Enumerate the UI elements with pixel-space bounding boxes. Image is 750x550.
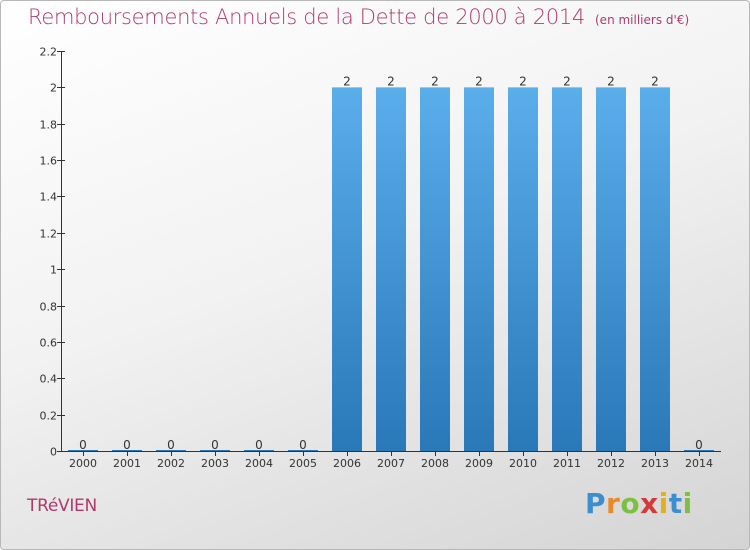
- logo-letter: i: [658, 487, 669, 520]
- data-labels: 0 0 0 0 0 0 2 2 2 2 2 2 2 2 0: [79, 74, 703, 452]
- bar: [684, 450, 714, 451]
- x-tick-label: 2002: [157, 457, 185, 470]
- bar: [244, 450, 274, 451]
- proxiti-logo[interactable]: Proxiti: [585, 487, 693, 520]
- y-axis: 0 0.2 0.4 0.6 0.8 1 1.2 1.4 1.6 1.8 2 2.2: [40, 46, 65, 459]
- data-label: 2: [563, 74, 571, 88]
- chart-title-main: Remboursements Annuels de la Dette de 20…: [28, 5, 585, 29]
- bar: [420, 87, 450, 451]
- y-tick-label: 1.4: [40, 191, 58, 204]
- data-label: 2: [651, 74, 659, 88]
- bar: [464, 87, 494, 451]
- y-tick-label: 2.2: [40, 46, 58, 59]
- y-tick-label: 1.6: [40, 155, 58, 168]
- data-label: 0: [123, 438, 131, 452]
- x-tick-label: 2006: [333, 457, 361, 470]
- y-tick-label: 2: [50, 82, 57, 95]
- data-label: 0: [695, 438, 703, 452]
- logo-letter: r: [606, 487, 621, 520]
- x-tick-label: 2000: [69, 457, 97, 470]
- bar: [156, 450, 186, 451]
- logo-letter: t: [668, 487, 683, 520]
- data-label: 2: [519, 74, 527, 88]
- x-tick-label: 2009: [465, 457, 493, 470]
- data-label: 2: [343, 74, 351, 88]
- chart-title: Remboursements Annuels de la Dette de 20…: [28, 5, 689, 29]
- data-label: 0: [79, 438, 87, 452]
- y-tick-label: 0.4: [40, 373, 58, 386]
- data-label: 0: [255, 438, 263, 452]
- logo-letter: o: [620, 487, 641, 520]
- data-label: 0: [299, 438, 307, 452]
- data-label: 2: [475, 74, 483, 88]
- logo-letter: P: [585, 487, 607, 520]
- bar: [112, 450, 142, 451]
- x-tick-label: 2005: [289, 457, 317, 470]
- y-tick-label: 0.6: [40, 337, 58, 350]
- x-tick-label: 2007: [377, 457, 405, 470]
- logo-letter: i: [682, 487, 693, 520]
- x-tick-label: 2008: [421, 457, 449, 470]
- x-tick-label: 2010: [509, 457, 537, 470]
- x-tick-label: 2012: [597, 457, 625, 470]
- y-tick-label: 1.2: [40, 228, 58, 241]
- data-label: 0: [167, 438, 175, 452]
- x-tick-label: 2013: [641, 457, 669, 470]
- data-label: 2: [607, 74, 615, 88]
- y-tick-label: 0: [50, 446, 57, 459]
- y-tick-label: 1: [50, 264, 57, 277]
- y-tick-label: 0.2: [40, 410, 58, 423]
- bar: [376, 87, 406, 451]
- x-axis: 2000 2001 2002 2003 2004 2005 2006 2007 2008 2009…: [61, 451, 721, 470]
- bar: [200, 450, 230, 451]
- town-name: TRéVIEN: [27, 496, 97, 516]
- x-tick-label: 2011: [553, 457, 581, 470]
- data-label: 0: [211, 438, 219, 452]
- y-tick-label: 0.8: [40, 301, 58, 314]
- bar: [508, 87, 538, 451]
- bar: [596, 87, 626, 451]
- data-label: 2: [431, 74, 439, 88]
- bar: [68, 450, 98, 451]
- bar: [640, 87, 670, 451]
- x-tick-label: 2003: [201, 457, 229, 470]
- y-tick-label: 1.8: [40, 119, 58, 132]
- chart-title-unit: (en milliers d'€): [595, 13, 690, 27]
- bar: [288, 450, 318, 451]
- bar: [332, 87, 362, 451]
- x-tick-label: 2004: [245, 457, 273, 470]
- x-tick-label: 2014: [685, 457, 713, 470]
- bars: [68, 87, 714, 451]
- logo-letter: x: [640, 487, 659, 520]
- x-tick-label: 2001: [113, 457, 141, 470]
- data-label: 2: [387, 74, 395, 88]
- bar: [552, 87, 582, 451]
